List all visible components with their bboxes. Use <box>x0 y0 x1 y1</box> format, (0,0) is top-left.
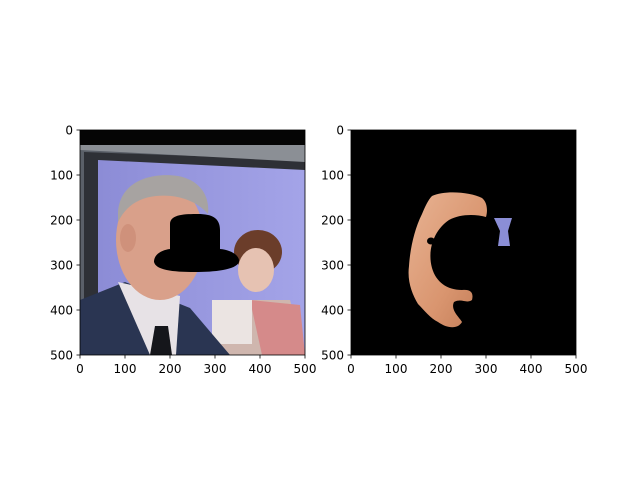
left-panel-y-tick-label: 400 <box>50 303 73 317</box>
left-panel-y-tick-label: 0 <box>65 123 73 137</box>
left-panel-x-tick-label: 300 <box>204 362 227 376</box>
left-panel-y-tick-label: 300 <box>50 258 73 272</box>
right-panel-y-tick-label: 0 <box>336 123 344 137</box>
left-panel-x-tick-label: 100 <box>114 362 137 376</box>
right-panel-x-tick-label: 200 <box>430 362 453 376</box>
left-panel-y-tick-label: 200 <box>50 213 73 227</box>
right-panel-y-tick-label: 500 <box>321 348 344 362</box>
right-panel-x-tick-label: 0 <box>347 362 355 376</box>
left-axes-frame <box>79 129 306 356</box>
right-panel-x-tick-label: 500 <box>565 362 588 376</box>
left-panel-y-tick-label: 500 <box>50 348 73 362</box>
right-panel-x-tick-label: 400 <box>520 362 543 376</box>
left-panel-x-tick-label: 0 <box>76 362 84 376</box>
right-axes-frame <box>350 129 577 356</box>
right-panel-y-tick-label: 300 <box>321 258 344 272</box>
left-panel-x-tick-label: 500 <box>294 362 317 376</box>
left-panel-x-tick-label: 200 <box>159 362 182 376</box>
left-panel-y-tick-label: 100 <box>50 168 73 182</box>
right-panel-y-tick-label: 400 <box>321 303 344 317</box>
right-panel-x-tick-label: 100 <box>385 362 408 376</box>
left-panel-x-tick-label: 400 <box>249 362 272 376</box>
left-image <box>80 130 305 355</box>
right-image <box>351 130 576 355</box>
right-panel-y-tick-label: 100 <box>321 168 344 182</box>
right-panel-x-tick-label: 300 <box>475 362 498 376</box>
right-panel-y-tick-label: 200 <box>321 213 344 227</box>
